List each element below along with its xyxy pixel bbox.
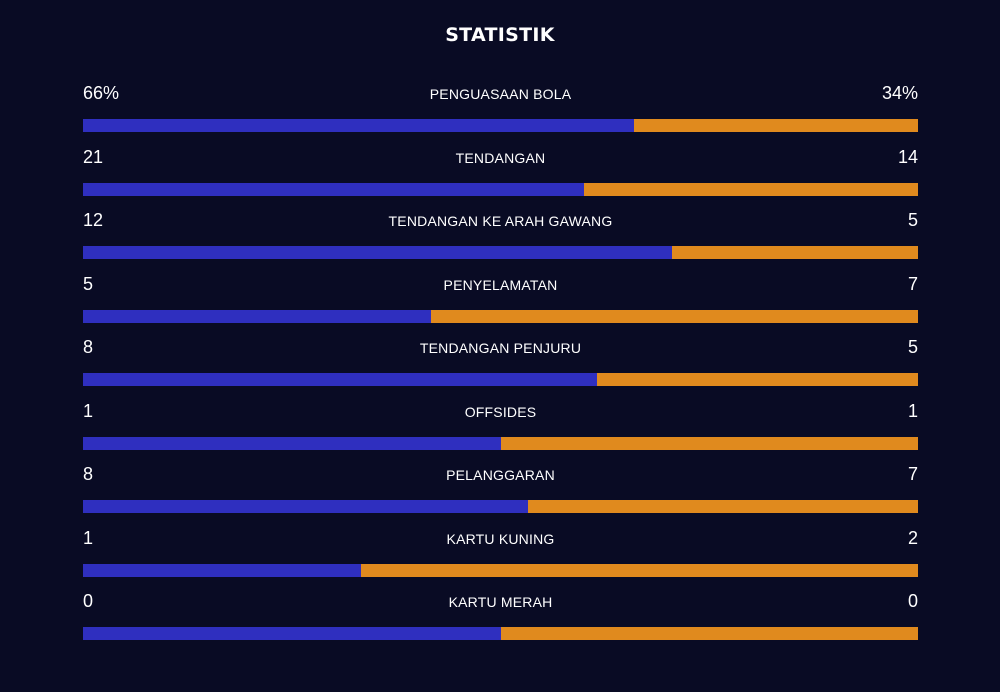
stat-row-possession: 66% PENGUASAAN BOLA 34% <box>83 81 918 145</box>
away-value: 5 <box>907 337 918 357</box>
stat-label: TENDANGAN <box>455 149 546 166</box>
home-bar-segment <box>83 627 501 640</box>
stat-row-yellow-cards: 1 KARTU KUNING 2 <box>83 526 918 590</box>
comparison-bar <box>83 563 918 577</box>
stat-label: PENYELAMATAN <box>443 276 558 293</box>
away-value: 34% <box>881 83 918 103</box>
comparison-bar <box>83 309 918 323</box>
stat-row-offsides: 1 OFFSIDES 1 <box>83 399 918 463</box>
home-bar-segment <box>83 119 635 132</box>
away-bar-segment <box>528 500 918 513</box>
stat-label: TENDANGAN PENJURU <box>419 340 582 356</box>
comparison-bar <box>83 436 918 450</box>
away-bar-segment <box>500 627 918 640</box>
away-bar-segment <box>634 119 918 132</box>
home-value: 12 <box>83 210 104 230</box>
comparison-bar <box>83 119 918 132</box>
away-value: 14 <box>897 146 918 167</box>
comparison-bar <box>83 500 918 513</box>
home-bar-segment <box>83 373 597 386</box>
home-bar-segment <box>83 436 501 450</box>
stat-label: PENGUASAAN BOLA <box>429 86 572 102</box>
away-bar-segment <box>596 373 918 386</box>
home-value: 21 <box>83 146 104 167</box>
home-value: 8 <box>83 337 94 357</box>
comparison-bar <box>83 627 918 640</box>
home-bar-segment <box>83 563 362 577</box>
away-bar-segment <box>672 246 918 259</box>
home-bar-segment <box>83 182 584 196</box>
stat-label: TENDANGAN KE ARAH GAWANG <box>388 213 613 229</box>
home-value: 66% <box>83 83 120 103</box>
stat-label: KARTU KUNING <box>446 530 555 547</box>
away-value: 7 <box>907 464 918 484</box>
stats-list: 66% PENGUASAAN BOLA 34% 21 TENDANGAN 14 … <box>83 81 918 653</box>
comparison-bar <box>83 182 918 196</box>
home-bar-segment <box>83 309 431 323</box>
stat-row-red-cards: 0 KARTU MERAH 0 <box>83 589 918 653</box>
away-value: 7 <box>907 273 918 294</box>
stat-row-saves: 5 PENYELAMATAN 7 <box>83 272 918 336</box>
away-value: 2 <box>907 527 918 548</box>
away-value: 0 <box>907 591 918 611</box>
stat-row-corners: 8 TENDANGAN PENJURU 5 <box>83 335 918 399</box>
home-value: 1 <box>83 400 94 421</box>
stat-label: OFFSIDES <box>464 403 537 420</box>
away-bar-segment <box>584 182 918 196</box>
home-value: 5 <box>83 273 94 294</box>
comparison-bar <box>83 373 918 386</box>
stat-row-shots: 21 TENDANGAN 14 <box>83 145 918 209</box>
stat-label: PELANGGARAN <box>446 467 555 483</box>
home-value: 8 <box>83 464 94 484</box>
away-value: 1 <box>907 400 918 421</box>
away-value: 5 <box>907 210 918 230</box>
home-value: 0 <box>83 591 94 611</box>
stat-label: KARTU MERAH <box>448 594 553 610</box>
home-bar-segment <box>83 246 673 259</box>
stat-row-shots-on-target: 12 TENDANGAN KE ARAH GAWANG 5 <box>83 208 918 272</box>
away-bar-segment <box>361 563 918 577</box>
stat-row-fouls: 8 PELANGGARAN 7 <box>83 462 918 526</box>
panel-title: STATISTIK <box>445 24 555 46</box>
away-bar-segment <box>430 309 918 323</box>
home-bar-segment <box>83 500 529 513</box>
home-value: 1 <box>83 527 94 548</box>
comparison-bar <box>83 246 918 259</box>
away-bar-segment <box>500 436 918 450</box>
